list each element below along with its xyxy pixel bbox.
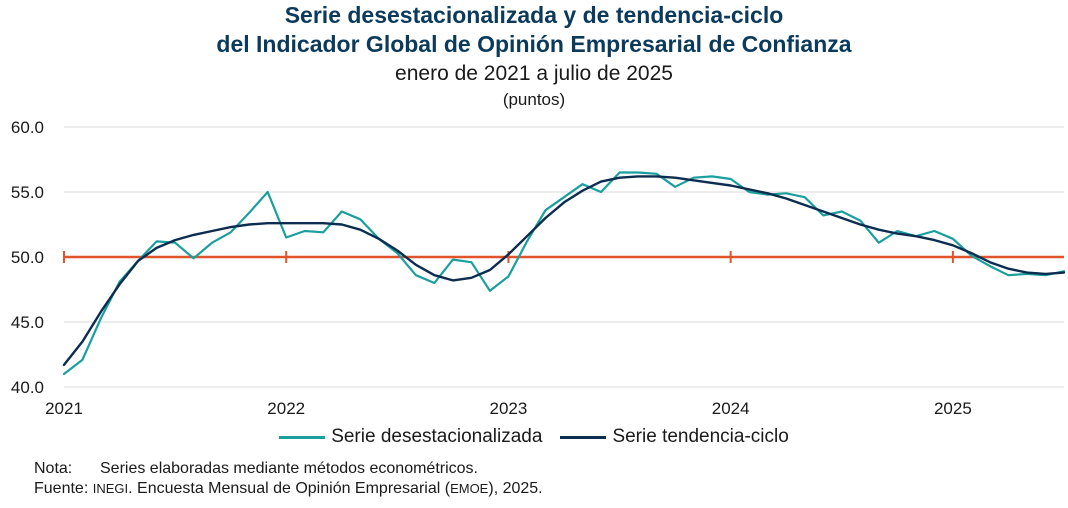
x-tick-label: 2025: [934, 399, 972, 418]
y-tick-label: 55.0: [11, 183, 44, 202]
chart-title-line-2: del Indicador Global de Opinión Empresar…: [216, 31, 852, 57]
y-tick-label: 45.0: [11, 313, 44, 332]
series-line-trend-cycle: [62, 175, 1066, 367]
chart-title-line-1: Serie desestacionalizada y de tendencia-…: [284, 2, 784, 28]
x-tick-label: 2022: [267, 399, 305, 418]
x-tick-label: 2023: [490, 399, 528, 418]
line-chart: 40.0 45.0 50.0 55.0 60.0 2021 2022 2023 2024 2025: [11, 118, 1066, 418]
legend-item-seasonally-adjusted: Serie desestacionalizada: [279, 426, 542, 448]
note-row: Nota: Series elaboradas mediante métodos…: [34, 459, 543, 479]
source-row: Fuente: INEGI. Encuesta Mensual de Opini…: [34, 479, 543, 499]
chart-subtitle: enero de 2021 a julio de 2025: [395, 62, 673, 85]
note-label: Nota:: [34, 460, 73, 477]
x-tick-label: 2024: [712, 399, 750, 418]
source-organization: INEGI: [92, 481, 129, 496]
source-acronym: EMOE: [450, 481, 489, 496]
y-tick-label: 50.0: [11, 248, 44, 267]
series-line-seasonally-adjusted: [62, 171, 1066, 376]
legend-swatch-seasonally-adjusted: [279, 435, 326, 439]
chart-notes: Nota: Series elaboradas mediante métodos…: [34, 459, 543, 499]
chart-legend: Serie desestacionalizada Serie tendencia…: [0, 426, 1068, 448]
legend-label-seasonally-adjusted: Serie desestacionalizada: [331, 426, 543, 447]
y-tick-label: 40.0: [11, 378, 44, 397]
note-text: Series elaboradas mediante métodos econo…: [100, 460, 478, 477]
legend-swatch-trend-cycle: [560, 435, 607, 439]
source-text-1: . Encuesta Mensual de Opinión Empresaria…: [128, 480, 451, 497]
source-label: Fuente:: [34, 480, 89, 497]
y-tick-label: 60.0: [11, 118, 44, 137]
legend-label-trend-cycle: Serie tendencia-ciclo: [612, 426, 789, 447]
source-text-2: ), 2025.: [488, 480, 543, 497]
chart-units: (puntos): [502, 90, 566, 109]
legend-item-trend-cycle: Serie tendencia-ciclo: [560, 426, 789, 448]
x-tick-label: 2021: [45, 399, 83, 418]
